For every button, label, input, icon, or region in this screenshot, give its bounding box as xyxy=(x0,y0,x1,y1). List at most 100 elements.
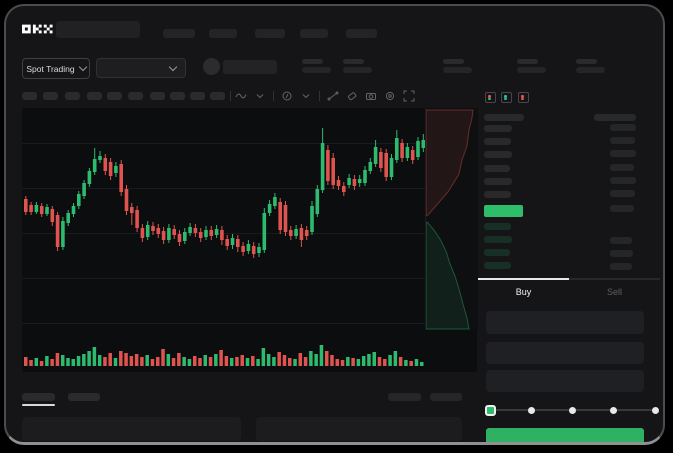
nav-item-placeholder[interactable] xyxy=(255,29,285,38)
indicators-icon[interactable] xyxy=(235,90,247,102)
slider-stop[interactable] xyxy=(527,406,535,414)
app-window: Spot Trading Buy Sell xyxy=(4,4,665,445)
tab-buy-label: Buy xyxy=(515,287,532,297)
timeframe-button-placeholder[interactable] xyxy=(87,92,102,100)
book-split-view-icon[interactable] xyxy=(485,92,496,103)
okx-logo[interactable] xyxy=(22,21,54,37)
bottom-panel-placeholder xyxy=(256,417,462,441)
slider-stop[interactable] xyxy=(569,406,576,414)
timeframe-button-placeholder[interactable] xyxy=(210,92,225,100)
nav-item-placeholder[interactable] xyxy=(163,29,195,38)
orderbook-header-placeholder xyxy=(594,114,636,121)
timeframe-button-placeholder[interactable] xyxy=(22,92,37,100)
orderbook-amount-placeholder xyxy=(610,250,633,257)
orderbook-amount-placeholder xyxy=(610,237,632,244)
fullscreen-icon[interactable] xyxy=(403,90,415,102)
stat-label-placeholder xyxy=(443,59,464,64)
orderbook-amount-placeholder xyxy=(610,137,635,144)
book-asks-view-icon[interactable] xyxy=(518,92,529,103)
stat-value-placeholder xyxy=(517,67,546,73)
orderbook-amount-placeholder xyxy=(610,190,635,197)
slider-stop[interactable] xyxy=(610,406,618,414)
gridline xyxy=(22,143,425,144)
eraser-icon[interactable] xyxy=(346,90,358,102)
timeframe-button-placeholder[interactable] xyxy=(190,92,205,100)
order-form-field[interactable] xyxy=(486,311,644,334)
orderbook-ask-row[interactable] xyxy=(484,138,511,145)
trade-tabbar: Buy Sell xyxy=(478,278,660,304)
stat-value-placeholder xyxy=(576,67,605,73)
trendline-icon[interactable] xyxy=(327,90,339,102)
toolbar-divider xyxy=(319,91,320,101)
functions-icon[interactable] xyxy=(281,90,293,102)
nav-item-placeholder[interactable] xyxy=(300,29,328,38)
chart-pane[interactable] xyxy=(22,108,478,372)
gridline xyxy=(22,278,425,279)
orderbook-ask-row[interactable] xyxy=(484,178,512,185)
stat-label-placeholder xyxy=(302,59,323,64)
chevron-down-icon[interactable] xyxy=(254,90,266,102)
orderbook-ask-row[interactable] xyxy=(484,191,511,198)
toolbar-divider xyxy=(230,91,231,101)
stat-label-placeholder xyxy=(576,59,597,64)
toolbar-divider xyxy=(273,91,274,101)
orderbook-ask-row[interactable] xyxy=(484,165,510,172)
chevron-down-icon[interactable] xyxy=(300,90,312,102)
pair-selector-dropdown[interactable] xyxy=(96,58,186,78)
buy-submit-button[interactable] xyxy=(486,428,644,442)
bottom-tab-placeholder[interactable] xyxy=(388,393,421,401)
depth-chart[interactable] xyxy=(425,108,478,330)
stat-value-placeholder xyxy=(343,67,372,73)
market-type-selector[interactable]: Spot Trading xyxy=(22,58,90,79)
timeframe-button-placeholder[interactable] xyxy=(65,92,80,100)
timeframe-button-placeholder[interactable] xyxy=(107,92,122,100)
tab-buy[interactable]: Buy xyxy=(478,280,569,304)
orderbook-bid-row[interactable] xyxy=(484,236,512,243)
nav-item-placeholder[interactable] xyxy=(209,29,237,38)
order-form-field[interactable] xyxy=(486,370,644,392)
orderbook-amount-placeholder xyxy=(610,124,636,131)
bottom-panel-placeholder xyxy=(22,417,241,441)
orderbook-bid-row[interactable] xyxy=(484,249,510,256)
active-tab-indicator xyxy=(478,278,569,280)
orderbook-ask-row[interactable] xyxy=(484,125,512,132)
nav-item-placeholder[interactable] xyxy=(346,29,377,38)
chevron-down-icon xyxy=(78,62,87,72)
orderbook-bid-row[interactable] xyxy=(484,223,511,230)
orderbook-amount-placeholder xyxy=(610,177,636,184)
candlestick-chart[interactable] xyxy=(22,108,426,343)
camera-icon[interactable] xyxy=(365,90,377,102)
gridline xyxy=(22,188,425,189)
timeframe-button-placeholder[interactable] xyxy=(43,92,58,100)
ticker-title-placeholder xyxy=(56,21,140,38)
market-type-label: Spot Trading xyxy=(26,63,75,74)
bottom-tab-placeholder[interactable] xyxy=(22,393,55,401)
gridline xyxy=(22,323,425,324)
chevron-down-icon xyxy=(168,62,178,71)
coin-icon xyxy=(203,58,220,75)
stat-label-placeholder xyxy=(343,59,364,64)
bottom-tab-placeholder[interactable] xyxy=(430,393,462,401)
orderbook-ask-row[interactable] xyxy=(484,151,512,158)
slider-stop[interactable] xyxy=(651,406,659,414)
price-placeholder xyxy=(223,60,277,74)
timeframe-button-placeholder[interactable] xyxy=(170,92,185,100)
orderbook-amount-placeholder xyxy=(610,263,632,270)
timeframe-button-placeholder[interactable] xyxy=(128,92,143,100)
orderbook-amount-placeholder xyxy=(610,205,634,212)
book-bids-view-icon[interactable] xyxy=(501,92,512,103)
stat-value-placeholder xyxy=(302,67,331,73)
orderbook-header-placeholder xyxy=(484,114,524,121)
settings-icon[interactable] xyxy=(384,90,396,102)
slider-handle[interactable] xyxy=(484,404,496,416)
bottom-tab-placeholder[interactable] xyxy=(68,393,100,401)
orderbook-amount-placeholder xyxy=(610,150,636,157)
orderbook-amount-placeholder xyxy=(610,164,634,171)
timeframe-button-placeholder[interactable] xyxy=(150,92,165,100)
active-bottom-tab-underline xyxy=(22,404,55,406)
order-form-field[interactable] xyxy=(486,342,644,364)
orderbook-bid-row[interactable] xyxy=(484,262,511,269)
volume-chart xyxy=(24,345,424,366)
last-price-indicator[interactable] xyxy=(484,205,523,217)
tab-sell[interactable]: Sell xyxy=(569,280,660,304)
